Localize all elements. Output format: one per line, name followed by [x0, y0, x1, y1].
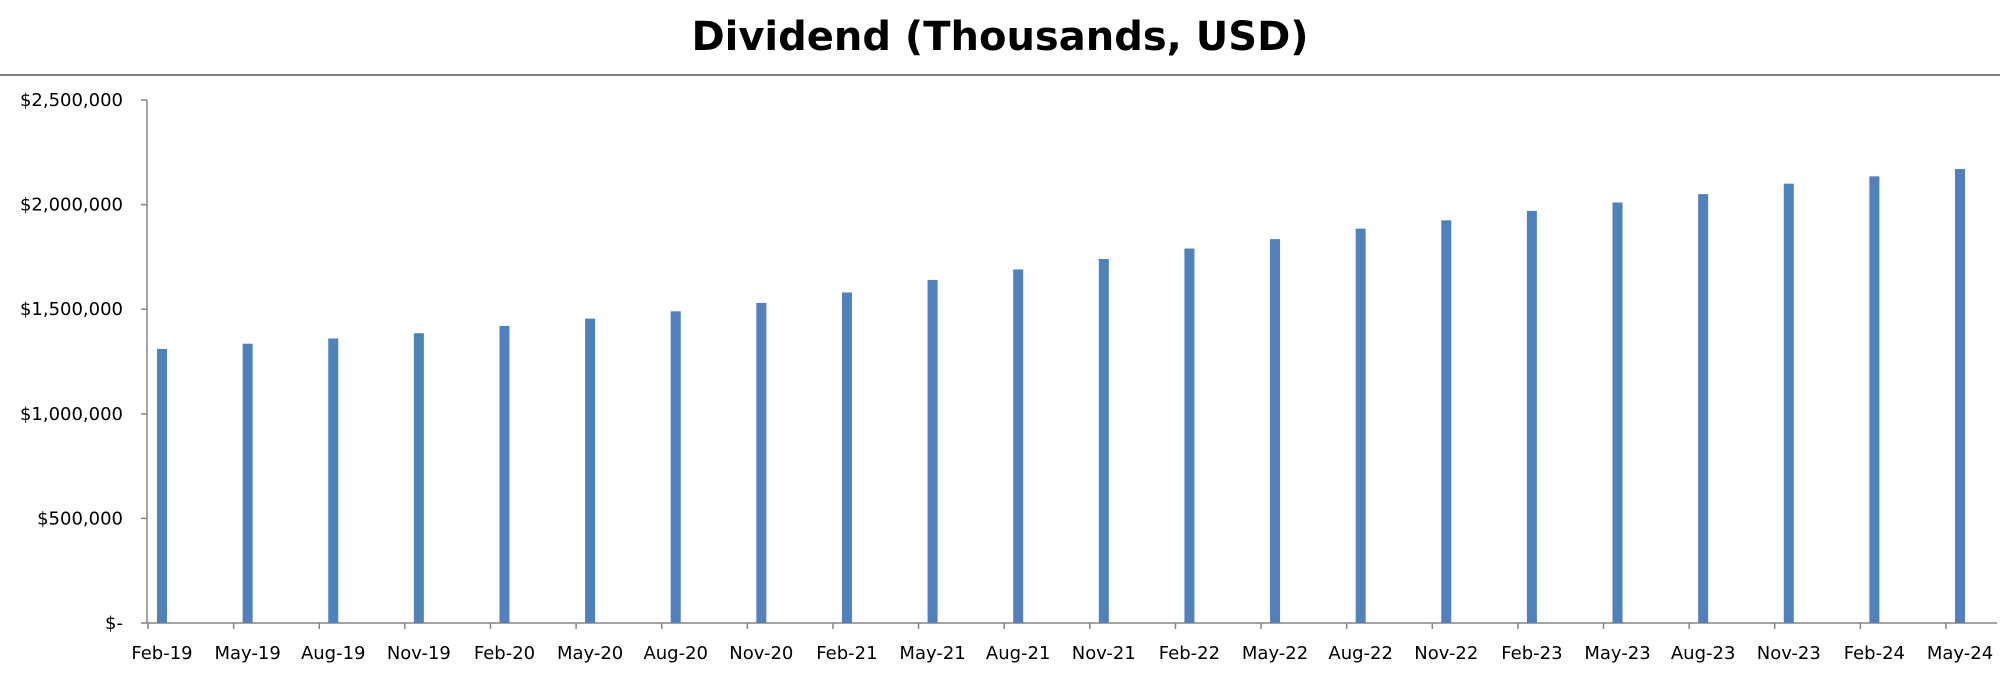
bar-nov-20 — [756, 302, 767, 623]
chart-axes — [141, 99, 1997, 629]
bar-may-22 — [1270, 239, 1281, 624]
title-divider — [0, 74, 2000, 76]
x-tick-label: Feb-21 — [816, 643, 877, 664]
x-tick-label: May-24 — [1927, 643, 1993, 664]
x-tick-label: Aug-19 — [301, 643, 366, 664]
x-axis-tick-labels: Feb-19 May-19 Aug-19 Nov-19 Feb-20 May-20 Aug-… — [131, 643, 1993, 664]
y-tick-label: $1,500,000 — [20, 299, 123, 320]
bar-may-19 — [242, 343, 253, 623]
bar-aug-20 — [670, 311, 681, 623]
bar-feb-19 — [157, 348, 167, 623]
x-tick-label: May-23 — [1584, 643, 1650, 664]
bar-feb-20 — [499, 325, 510, 623]
bar-may-21 — [927, 279, 938, 623]
bar-aug-19 — [328, 338, 339, 623]
y-tick-label: $- — [105, 613, 123, 634]
x-tick-label: Aug-23 — [1671, 643, 1736, 664]
x-tick-label: Nov-21 — [1072, 643, 1136, 664]
x-tick-label: Aug-21 — [986, 643, 1051, 664]
bar-may-20 — [585, 318, 596, 623]
bar-feb-24 — [1869, 176, 1880, 623]
bar-nov-23 — [1783, 183, 1794, 623]
bar-aug-22 — [1355, 228, 1366, 623]
x-tick-label: May-22 — [1242, 643, 1308, 664]
x-tick-label: Nov-22 — [1414, 643, 1478, 664]
x-tick-label: May-20 — [557, 643, 623, 664]
bar-may-24 — [1955, 169, 1965, 623]
chart-title: Dividend (Thousands, USD) — [691, 14, 1309, 60]
bar-feb-22 — [1184, 248, 1195, 624]
x-tick-label: Nov-23 — [1757, 643, 1821, 664]
bar-may-23 — [1612, 202, 1623, 623]
x-tick-label: May-19 — [214, 643, 280, 664]
x-tick-label: Feb-20 — [474, 643, 535, 664]
bar-feb-21 — [841, 292, 852, 623]
x-tick-label: Aug-20 — [643, 643, 708, 664]
y-tick-label: $500,000 — [37, 508, 123, 529]
x-tick-label: Feb-23 — [1501, 643, 1562, 664]
y-tick-label: $2,500,000 — [20, 90, 123, 111]
bar-nov-21 — [1098, 258, 1109, 623]
bar-nov-22 — [1441, 220, 1452, 624]
bar-nov-19 — [413, 333, 424, 623]
y-axis-tick-labels: $- $500,000 $1,000,000 $1,500,000 $2,000,000… — [20, 90, 123, 634]
x-tick-label: Feb-22 — [1159, 643, 1220, 664]
y-tick-label: $1,000,000 — [20, 404, 123, 425]
bar-aug-23 — [1698, 194, 1709, 623]
x-tick-label: Feb-24 — [1844, 643, 1905, 664]
x-tick-label: May-21 — [899, 643, 965, 664]
x-tick-label: Feb-19 — [131, 643, 192, 664]
bar-aug-21 — [1013, 269, 1024, 623]
y-tick-label: $2,000,000 — [20, 195, 123, 216]
x-tick-label: Nov-19 — [387, 643, 451, 664]
bar-feb-23 — [1526, 210, 1537, 623]
x-tick-label: Aug-22 — [1328, 643, 1393, 664]
x-tick-label: Nov-20 — [729, 643, 793, 664]
bar-series — [157, 169, 1965, 624]
